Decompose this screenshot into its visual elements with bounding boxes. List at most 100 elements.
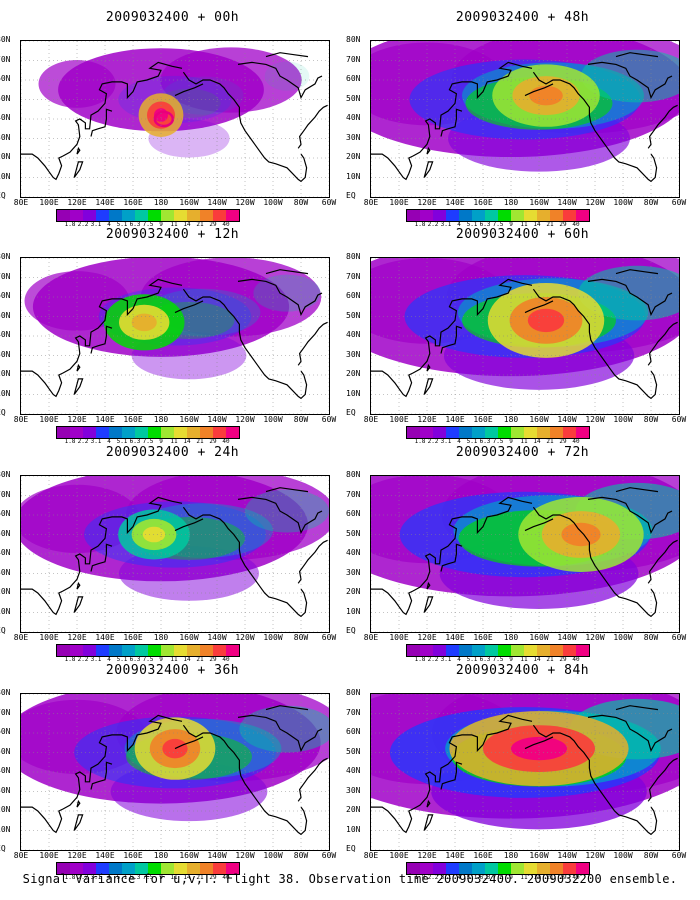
panel-title: 2009032400 + 12h bbox=[105, 227, 240, 242]
colorbar-swatch bbox=[459, 645, 472, 656]
colorbar-swatch bbox=[446, 210, 459, 221]
coastline bbox=[237, 61, 323, 100]
map-plot bbox=[21, 258, 329, 414]
y-tick-label: 40N bbox=[346, 113, 361, 122]
x-tick-label: 120E bbox=[417, 851, 437, 860]
x-tick-label: 140W bbox=[557, 198, 577, 207]
x-tick-label: 100W bbox=[263, 198, 283, 207]
colorbar-label: 40 bbox=[222, 221, 230, 228]
colorbar-label: 14 bbox=[183, 874, 191, 881]
colorbar-label: 40 bbox=[572, 438, 580, 445]
colorbar-swatch bbox=[459, 863, 472, 874]
x-tick-label: 160E bbox=[123, 633, 143, 642]
colorbar-swatch bbox=[498, 210, 511, 221]
x-tick-label: 100E bbox=[389, 851, 409, 860]
colorbar-swatch bbox=[226, 863, 239, 874]
x-tick-label: 100E bbox=[389, 633, 409, 642]
colorbar-swatch bbox=[511, 210, 524, 221]
variance-map bbox=[20, 257, 330, 415]
map-plot bbox=[371, 476, 679, 632]
coastline bbox=[440, 108, 463, 137]
coastline bbox=[265, 52, 309, 58]
colorbar-label: 4 bbox=[457, 221, 461, 228]
y-tick-label: 30N bbox=[346, 567, 361, 577]
x-tick-label: 100W bbox=[613, 851, 633, 860]
colorbar-swatch bbox=[472, 645, 485, 656]
colorbar-label: 14 bbox=[183, 221, 191, 228]
x-tick-label: 160W bbox=[529, 198, 549, 207]
y-tick-label: 40N bbox=[0, 766, 11, 775]
colorbar-swatch bbox=[446, 645, 459, 656]
x-tick-label: 100E bbox=[39, 198, 59, 207]
x-tick-label: 80W bbox=[293, 851, 309, 860]
x-tick-label: 80W bbox=[293, 415, 309, 424]
colorbar-label: 5.1 bbox=[116, 656, 128, 663]
coastline bbox=[73, 378, 84, 395]
colorbar-swatch bbox=[511, 427, 524, 438]
coastline bbox=[73, 814, 84, 831]
flight-track-marker bbox=[153, 110, 175, 128]
x-tick-label: 80E bbox=[13, 415, 29, 424]
colorbar-swatch bbox=[70, 863, 83, 874]
colorbar-label: 1.8 bbox=[414, 438, 426, 445]
coastline bbox=[237, 278, 323, 317]
colorbar-label: 2.2 bbox=[77, 874, 89, 881]
panel-title: 2009032400 + 36h bbox=[105, 663, 240, 678]
colorbar-label: 7.5 bbox=[142, 221, 154, 228]
x-tick-label: 140E bbox=[95, 198, 115, 207]
colorbar-label: 11 bbox=[520, 874, 528, 881]
colorbar-swatch bbox=[459, 210, 472, 221]
colorbar-label: 5.1 bbox=[466, 874, 478, 881]
x-tick-label: 160W bbox=[529, 851, 549, 860]
x-tick-label: 160W bbox=[179, 851, 199, 860]
colorbar-label: 21 bbox=[546, 221, 554, 228]
colorbar-label: 2.2 bbox=[427, 221, 439, 228]
x-tick-label: 120W bbox=[585, 198, 605, 207]
colorbar-label: 2.2 bbox=[77, 221, 89, 228]
variance-contour bbox=[529, 85, 563, 106]
x-tick-label: 80W bbox=[293, 198, 309, 207]
x-tick-label: 180 bbox=[503, 198, 519, 207]
y-tick-label: 20N bbox=[0, 805, 11, 814]
y-tick-label: 80N bbox=[0, 688, 11, 697]
coastline bbox=[423, 378, 434, 395]
y-tick-label: 80N bbox=[346, 470, 361, 479]
colorbar-label: 7.5 bbox=[492, 656, 504, 663]
colorbar-swatch bbox=[550, 210, 563, 221]
colorbar-swatch bbox=[135, 645, 148, 656]
colorbar-swatch bbox=[472, 427, 485, 438]
colorbar-swatch bbox=[161, 427, 174, 438]
colorbar-swatch bbox=[563, 863, 576, 874]
x-tick-label: 60W bbox=[321, 851, 337, 860]
colorbar-swatch bbox=[433, 645, 446, 656]
x-tick-label: 120E bbox=[417, 633, 437, 642]
x-tick-label: 160E bbox=[473, 851, 493, 860]
colorbar-label: 3.1 bbox=[440, 656, 452, 663]
y-tick-label: EQ bbox=[346, 844, 356, 853]
colorbar-swatch bbox=[174, 210, 187, 221]
y-tick-label: 40N bbox=[0, 330, 11, 339]
x-tick-label: 140E bbox=[445, 633, 465, 642]
colorbar-label: 29 bbox=[559, 874, 567, 881]
colorbar-swatch bbox=[485, 645, 498, 656]
coastline bbox=[615, 52, 659, 58]
colorbar-swatch bbox=[407, 210, 420, 221]
coastline bbox=[237, 496, 323, 535]
y-tick-label: 80N bbox=[0, 470, 11, 479]
y-tick-label: 20N bbox=[346, 805, 361, 814]
variance-map bbox=[20, 693, 330, 851]
colorbar-swatch bbox=[174, 427, 187, 438]
colorbar-label: 1.8 bbox=[64, 221, 76, 228]
x-tick-label: 180 bbox=[503, 633, 519, 642]
coastline bbox=[587, 61, 673, 100]
colorbar bbox=[406, 209, 590, 222]
colorbar-label: 7.5 bbox=[492, 874, 504, 881]
colorbar-label: 5.1 bbox=[116, 874, 128, 881]
colorbar-swatch bbox=[407, 427, 420, 438]
variance-contour bbox=[162, 76, 244, 115]
colorbar-swatch bbox=[524, 210, 537, 221]
map-plot bbox=[371, 694, 679, 850]
colorbar-label: 1.8 bbox=[414, 221, 426, 228]
x-tick-label: 100E bbox=[389, 198, 409, 207]
x-tick-label: 80E bbox=[363, 415, 379, 424]
